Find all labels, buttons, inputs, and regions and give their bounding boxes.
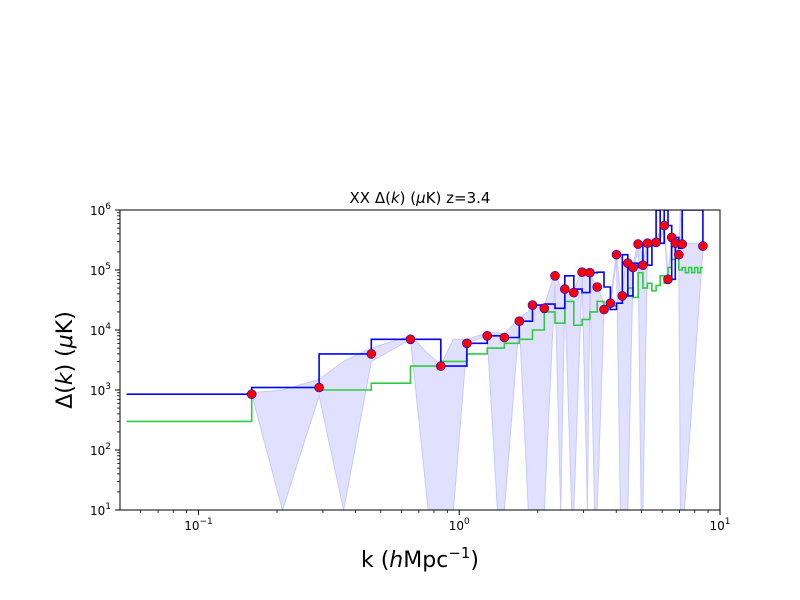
measured-step-line [126, 210, 704, 395]
y-tick-label: 105 [90, 262, 111, 278]
data-point [628, 262, 638, 273]
data-point [611, 249, 622, 260]
data-point [642, 238, 653, 248]
data-point [314, 382, 324, 393]
data-point [405, 334, 416, 345]
y-tick-label: 104 [90, 322, 111, 338]
data-point [585, 267, 595, 278]
data-point [659, 220, 670, 231]
data-point [514, 316, 525, 327]
data-point [539, 303, 550, 314]
data-point [592, 282, 603, 292]
data-point [605, 298, 616, 309]
data-point [550, 270, 560, 281]
data-point [568, 287, 579, 298]
data-point [617, 291, 628, 301]
data-point [698, 241, 708, 251]
data-point [499, 332, 510, 343]
data-point [559, 284, 570, 294]
points-layer [246, 220, 708, 400]
data-point [246, 389, 257, 400]
x-axis-label: k (hMpc−1) [361, 544, 479, 573]
x-tick-label: 10−1 [184, 517, 213, 533]
data-point [366, 349, 377, 359]
x-tick-label: 101 [709, 517, 730, 533]
y-tick-label: 102 [90, 442, 111, 458]
y-tick-label: 101 [90, 502, 111, 518]
data-point [651, 237, 661, 248]
data-point [599, 304, 609, 315]
data-point [527, 300, 538, 310]
data-point [482, 330, 493, 341]
data-point [633, 239, 643, 249]
data-point [673, 249, 684, 260]
y-tick-label: 103 [90, 382, 111, 398]
plot-frame [119, 209, 721, 511]
data-point [638, 260, 648, 271]
data-point [677, 239, 688, 249]
axis-ticks: 10−1 100 101 101 102 103 104 105 106 [90, 202, 731, 533]
chart-title: XX Δ(k) (μK) z=3.4 [350, 189, 491, 207]
data-point [663, 274, 673, 285]
y-tick-label: 106 [90, 202, 111, 218]
data-point [462, 338, 472, 349]
x-tick-label: 100 [449, 517, 470, 533]
data-point [435, 361, 446, 371]
y-axis-label: Δ(k) (μK) [53, 311, 78, 409]
